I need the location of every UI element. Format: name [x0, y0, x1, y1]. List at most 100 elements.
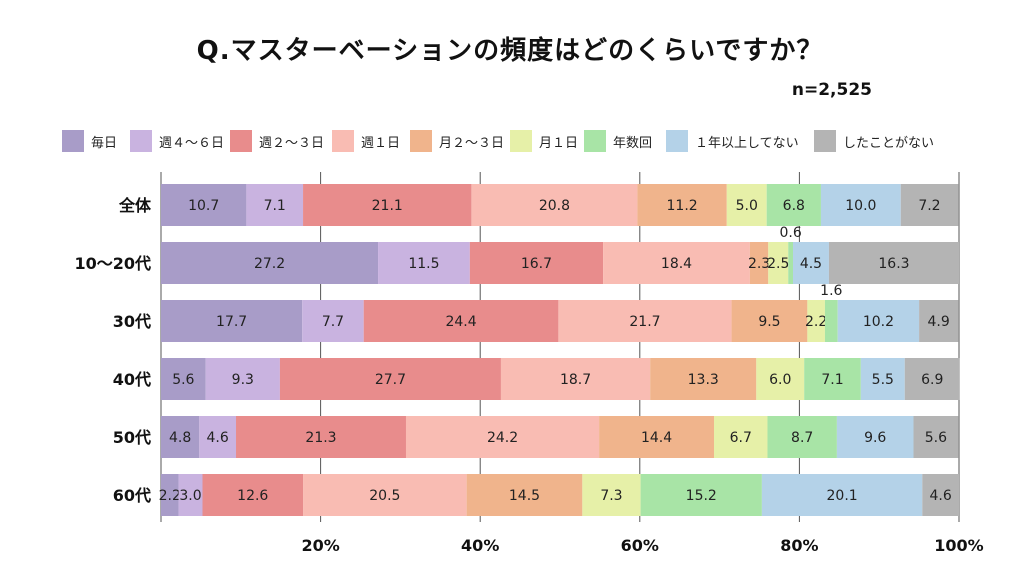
legend-item: 週２～３日 [230, 130, 324, 152]
bar-segment [714, 416, 768, 458]
bar-segment [161, 474, 179, 516]
bar-segment [767, 416, 837, 458]
data-label: 4.8 [169, 430, 191, 446]
legend-label: 毎日 [91, 135, 118, 151]
bar-segment [836, 416, 914, 458]
bar-segment [828, 242, 959, 284]
bar-segment [199, 416, 237, 458]
legend-swatch [410, 130, 432, 152]
category-label: 30代 [113, 312, 151, 331]
legend-label: 月１日 [539, 135, 579, 151]
category-label: 50代 [113, 428, 151, 447]
data-label: 20.5 [369, 488, 400, 504]
data-label: 13.3 [688, 372, 719, 388]
data-label: 12.6 [237, 488, 268, 504]
bar-segment [471, 184, 638, 226]
legend-item: 年数回 [584, 130, 652, 152]
bar-segment [824, 300, 838, 342]
bar-segment [363, 300, 559, 342]
bar-segment [161, 416, 200, 458]
bar-segment [178, 474, 203, 516]
bar-segment [405, 416, 600, 458]
bar-segment [726, 184, 767, 226]
data-label: 17.7 [216, 314, 247, 330]
bar-segment [161, 184, 247, 226]
data-label: 4.5 [800, 256, 822, 272]
bar-segment [731, 300, 808, 342]
legend-item: したことがない [814, 130, 934, 152]
data-label: 9.3 [232, 372, 254, 388]
legend: 毎日 週４～６日 週２～３日 週１日 月２～３日 月１日 年数回 １年以上してない したことがな… [62, 130, 1002, 154]
data-label: 11.2 [667, 198, 698, 214]
data-label: 14.4 [641, 430, 672, 446]
data-label: 2.3 [748, 256, 770, 272]
legend-swatch [62, 130, 84, 152]
data-label: 3.0 [179, 488, 201, 504]
bar-segment [205, 358, 280, 400]
legend-label: 週４～６日 [159, 135, 225, 151]
legend-swatch [130, 130, 152, 152]
bar-segment [378, 242, 470, 284]
bar-segment [637, 184, 727, 226]
legend-swatch [230, 130, 252, 152]
legend-item: １年以上してない [666, 130, 799, 152]
data-label: 6.0 [769, 372, 791, 388]
data-label: 24.4 [445, 314, 476, 330]
data-label: 2.2 [805, 314, 827, 330]
data-label: 21.3 [305, 430, 336, 446]
data-label: 7.7 [322, 314, 344, 330]
data-label: 9.6 [864, 430, 886, 446]
bar-segment [161, 358, 206, 400]
data-label: 2.5 [767, 256, 789, 272]
category-label: 60代 [113, 486, 151, 505]
bar-segment [603, 242, 750, 284]
bar-segment [749, 242, 769, 284]
legend-swatch [332, 130, 354, 152]
data-label: 27.7 [375, 372, 406, 388]
data-label: 10.0 [845, 198, 876, 214]
x-tick-label: 20% [301, 536, 339, 555]
data-label: 5.5 [872, 372, 894, 388]
bar-segment [900, 184, 959, 226]
legend-label: 年数回 [613, 135, 653, 151]
category-label: 40代 [113, 370, 151, 389]
bar-segment [202, 474, 304, 516]
category-label: 全体 [118, 196, 152, 215]
legend-item: 週１日 [332, 130, 400, 152]
data-label: 7.1 [264, 198, 286, 214]
data-label: 21.1 [372, 198, 403, 214]
bar-segment [756, 358, 805, 400]
bar-segment [650, 358, 757, 400]
data-label: 10.2 [863, 314, 894, 330]
bar-segment [768, 242, 789, 284]
bar-segment [302, 300, 364, 342]
bar-segment [804, 358, 861, 400]
data-label: 15.2 [686, 488, 717, 504]
data-label: 4.6 [207, 430, 229, 446]
bar-segment [279, 358, 501, 400]
data-label: 16.3 [878, 256, 909, 272]
data-label: 20.8 [539, 198, 570, 214]
category-label: 10～20代 [74, 254, 151, 273]
legend-label: １年以上してない [695, 135, 799, 151]
data-label: 21.7 [629, 314, 660, 330]
legend-item: 月１日 [510, 130, 578, 152]
data-label: 14.5 [509, 488, 540, 504]
bar-segment [913, 416, 959, 458]
bar-segment [761, 474, 923, 516]
data-label: 18.4 [661, 256, 692, 272]
data-label: 5.6 [925, 430, 947, 446]
chart-title: Q.マスターベーションの頻度はどのくらいですか？ [196, 36, 824, 66]
data-label: 10.7 [188, 198, 219, 214]
bar-segment [161, 242, 379, 284]
legend-item: 毎日 [62, 130, 117, 152]
legend-swatch [584, 130, 606, 152]
bar-segment [161, 300, 303, 342]
bar-segment [919, 300, 959, 342]
data-label: 24.2 [487, 430, 518, 446]
data-label: 2.2 [159, 488, 181, 504]
data-label: 8.7 [791, 430, 813, 446]
x-tick-label: 80% [780, 536, 818, 555]
bar-segment [640, 474, 762, 516]
bar-segment [904, 358, 960, 400]
